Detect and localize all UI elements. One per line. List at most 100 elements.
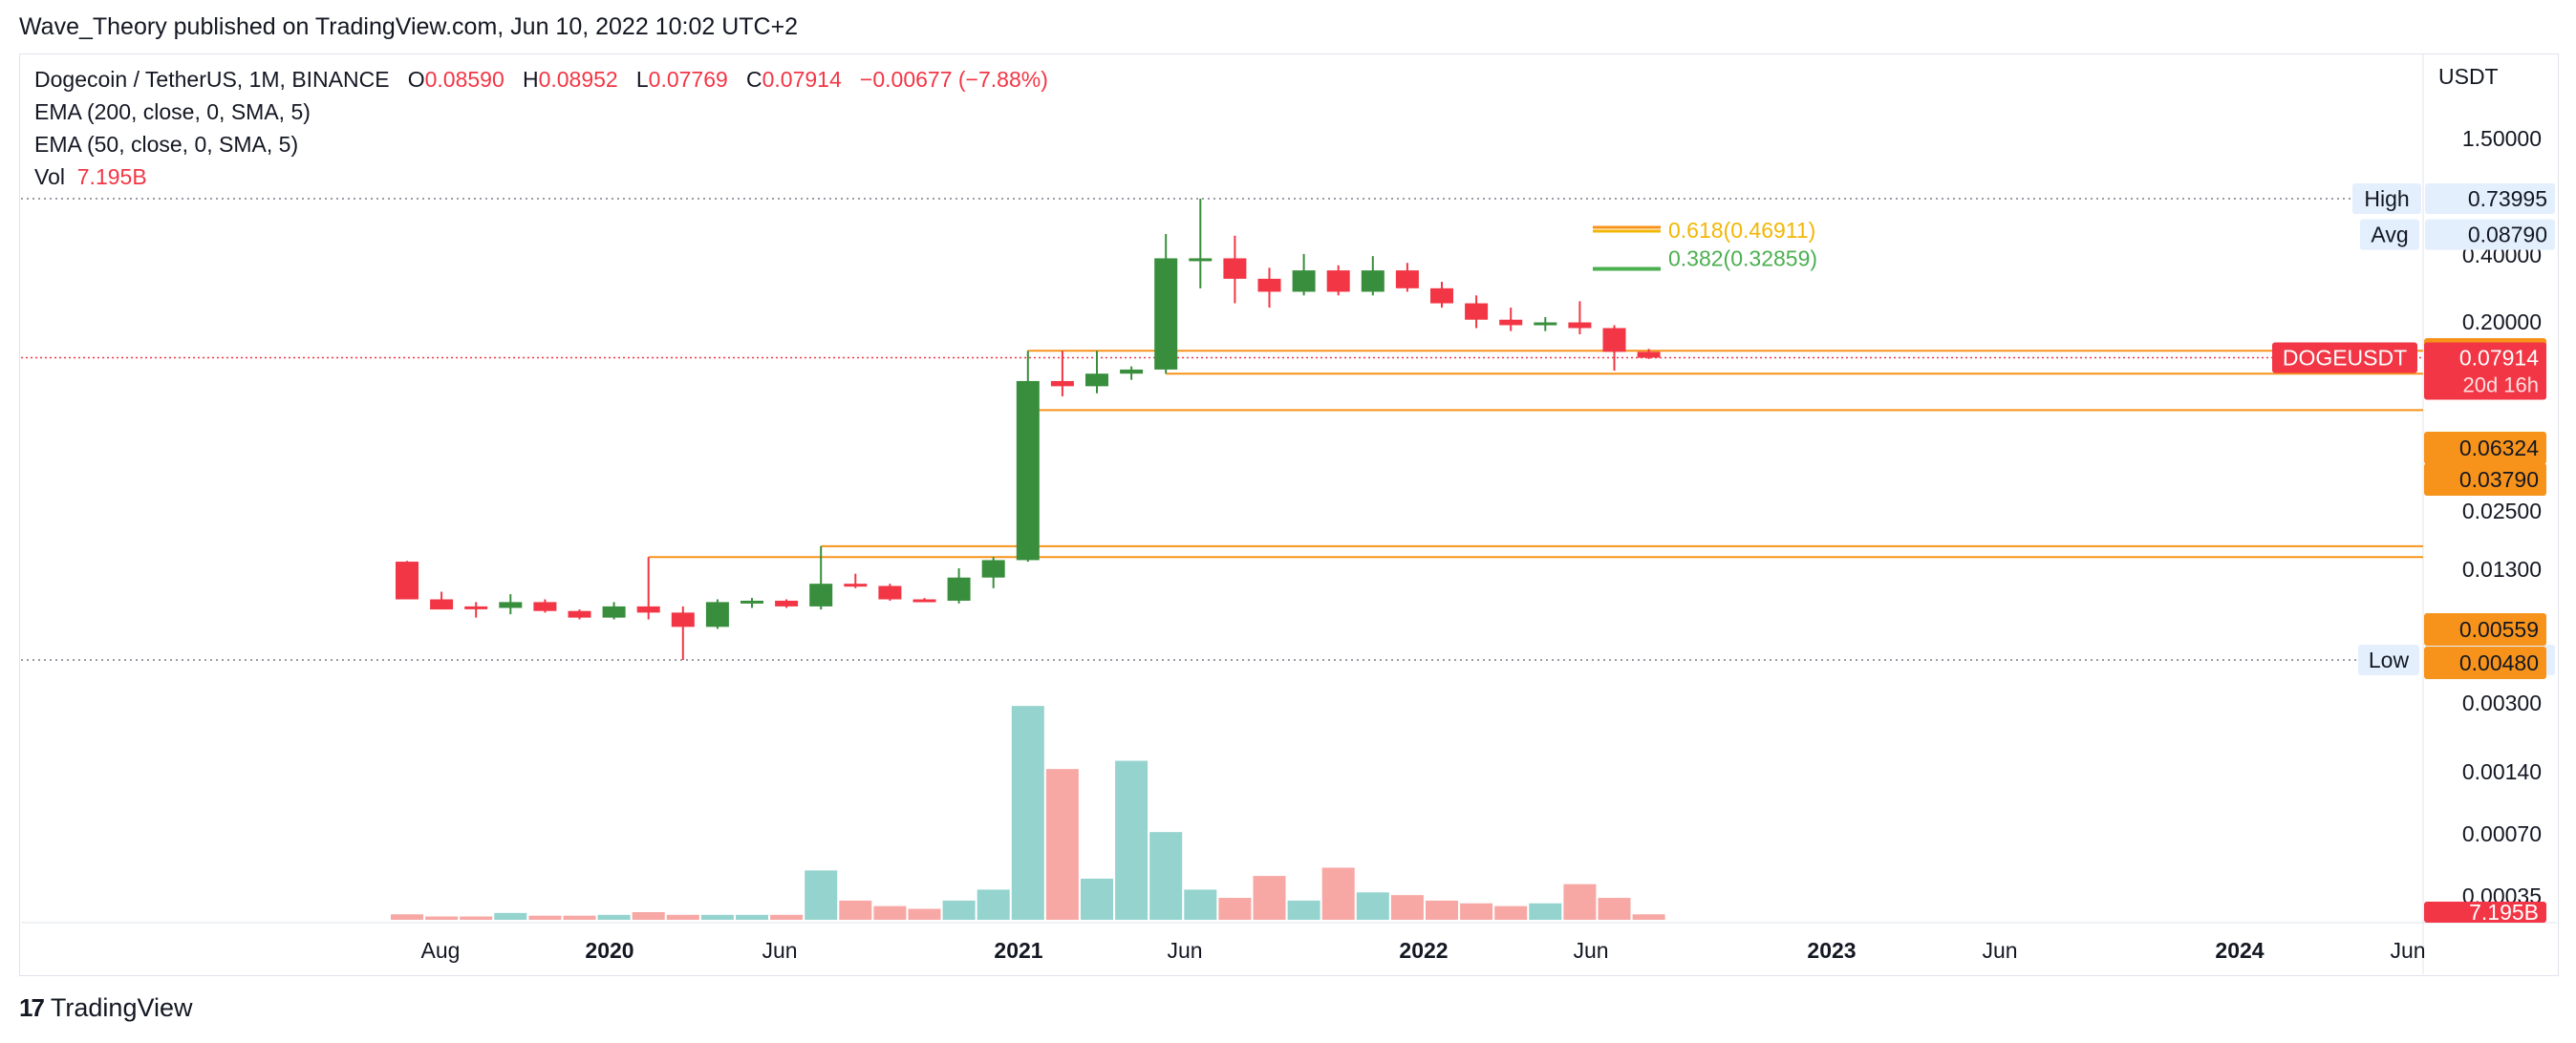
volume-bar (1081, 878, 1113, 920)
candle-body (741, 600, 763, 604)
candle-body (1120, 369, 1144, 374)
candle-body (1326, 270, 1350, 292)
candle-body (878, 585, 902, 600)
volume-bar (494, 912, 527, 920)
volume-bar (597, 914, 631, 920)
time-tick-label: Aug (421, 938, 461, 963)
time-tick-label: 2020 (585, 938, 633, 963)
level-badge-bg (2424, 463, 2546, 496)
candle-body (809, 584, 833, 607)
candle-body (1465, 303, 1489, 320)
volume-bar (425, 916, 459, 920)
legend-symbol[interactable]: Dogecoin / TetherUS, 1M, BINANCE (34, 67, 390, 92)
volume-bar (805, 870, 838, 920)
legend-close-label: C (745, 67, 762, 92)
volume-bar (770, 914, 804, 920)
candle-body (464, 606, 488, 609)
legend-open-label: O (407, 67, 425, 92)
tradingview-logo-icon: 17 (19, 993, 45, 1022)
level-badge-bg (2424, 647, 2546, 679)
volume-bar (736, 914, 768, 920)
time-tick-label: Jun (1573, 938, 1608, 963)
candle-body (602, 606, 626, 618)
footer-brand[interactable]: 17 TradingView (19, 993, 193, 1023)
candle-body (533, 602, 557, 611)
level-badge: 0.06324 (2459, 436, 2539, 460)
price-tick-label: 0.02500 (2462, 499, 2542, 523)
volume-bar (460, 916, 493, 920)
volume-bar (1149, 832, 1183, 920)
candle-body (1602, 328, 1626, 352)
candle-body (1154, 258, 1178, 370)
legend-low-label: L (635, 67, 649, 92)
volume-bar (1563, 883, 1597, 920)
level-badge-bg (2424, 613, 2546, 646)
legend-volume-value: 7.195B (76, 164, 147, 189)
volume-bar (1598, 898, 1631, 920)
price-tick-label: 0.01300 (2462, 557, 2542, 582)
candle-body (1223, 258, 1247, 279)
time-tick-label: Jun (1982, 938, 2017, 963)
legend-change: −0.00677 (−7.88%) (859, 67, 1048, 92)
avg-badge-label-bg (2360, 219, 2419, 250)
price-tick-label: 1.50000 (2462, 126, 2542, 151)
legend-open-value: 0.08590 (424, 67, 504, 92)
legend-ema50[interactable]: EMA (50, close, 0, SMA, 5) (34, 132, 299, 157)
candle-body (1361, 270, 1385, 292)
volume-bar (977, 889, 1010, 920)
volume-bar (908, 908, 941, 920)
candle-body (912, 599, 936, 603)
time-tick-label: 2022 (1399, 938, 1448, 963)
legend-symbol-row: Dogecoin / TetherUS, 1M, BINANCE O0.0859… (34, 67, 1048, 93)
time-tick-label: 2021 (994, 938, 1042, 963)
avg-badge-label: Avg (2371, 223, 2408, 247)
candle-body (1430, 287, 1453, 304)
candle-body (671, 612, 695, 628)
candle-body (1499, 319, 1523, 326)
volume-bar (1494, 905, 1528, 920)
fib-618-label: 0.618(0.46911) (1668, 218, 1815, 243)
volume-bar (1321, 867, 1355, 920)
volume-bar (528, 915, 562, 920)
volume-bar (391, 914, 423, 920)
volume-bar (1356, 892, 1389, 920)
legend-high-label: H (522, 67, 539, 92)
price-axis-unit: USDT (2438, 64, 2499, 89)
high-badge-label-bg (2352, 183, 2421, 214)
candle-body (568, 610, 591, 618)
candle-body (775, 600, 799, 607)
volume-bar (1218, 898, 1252, 920)
countdown-badge: 20d 16h (2462, 373, 2539, 397)
publish-info: Wave_Theory published on TradingView.com… (19, 13, 799, 40)
level-badge-bg (2424, 432, 2546, 464)
volume-bar (666, 914, 699, 920)
volume-bar (563, 915, 596, 920)
candle-body (1257, 278, 1281, 292)
volume-bar (632, 911, 665, 920)
legend-high-value: 0.08952 (538, 67, 618, 92)
candle-body (1292, 270, 1316, 292)
high-badge-value-bg (2425, 183, 2555, 214)
legend-close-value: 0.07914 (762, 67, 842, 92)
chart-frame[interactable] (19, 53, 2559, 976)
volume-bar (1115, 760, 1148, 920)
volume-bar (1460, 903, 1493, 920)
candle-body (1085, 373, 1108, 387)
candle-body (1395, 270, 1419, 288)
volume-axis-badge-bg (2424, 902, 2546, 923)
candle-body (430, 599, 454, 610)
volume-bar (700, 914, 734, 920)
legend-low-value: 0.07769 (648, 67, 728, 92)
avg-badge-value: 0.08790 (2468, 223, 2547, 247)
candle-body (1534, 322, 1557, 326)
time-tick-label: Jun (1167, 938, 1202, 963)
volume-bar (1426, 900, 1458, 920)
time-tick-label: 2023 (1807, 938, 1856, 963)
time-tick-label: Jun (762, 938, 797, 963)
legend-ema200[interactable]: EMA (200, close, 0, SMA, 5) (34, 99, 311, 124)
volume-bar (1632, 914, 1665, 920)
volume-bar (1045, 769, 1079, 920)
legend-volume-row[interactable]: Vol 7.195B (34, 164, 147, 190)
volume-bar (1390, 895, 1424, 920)
